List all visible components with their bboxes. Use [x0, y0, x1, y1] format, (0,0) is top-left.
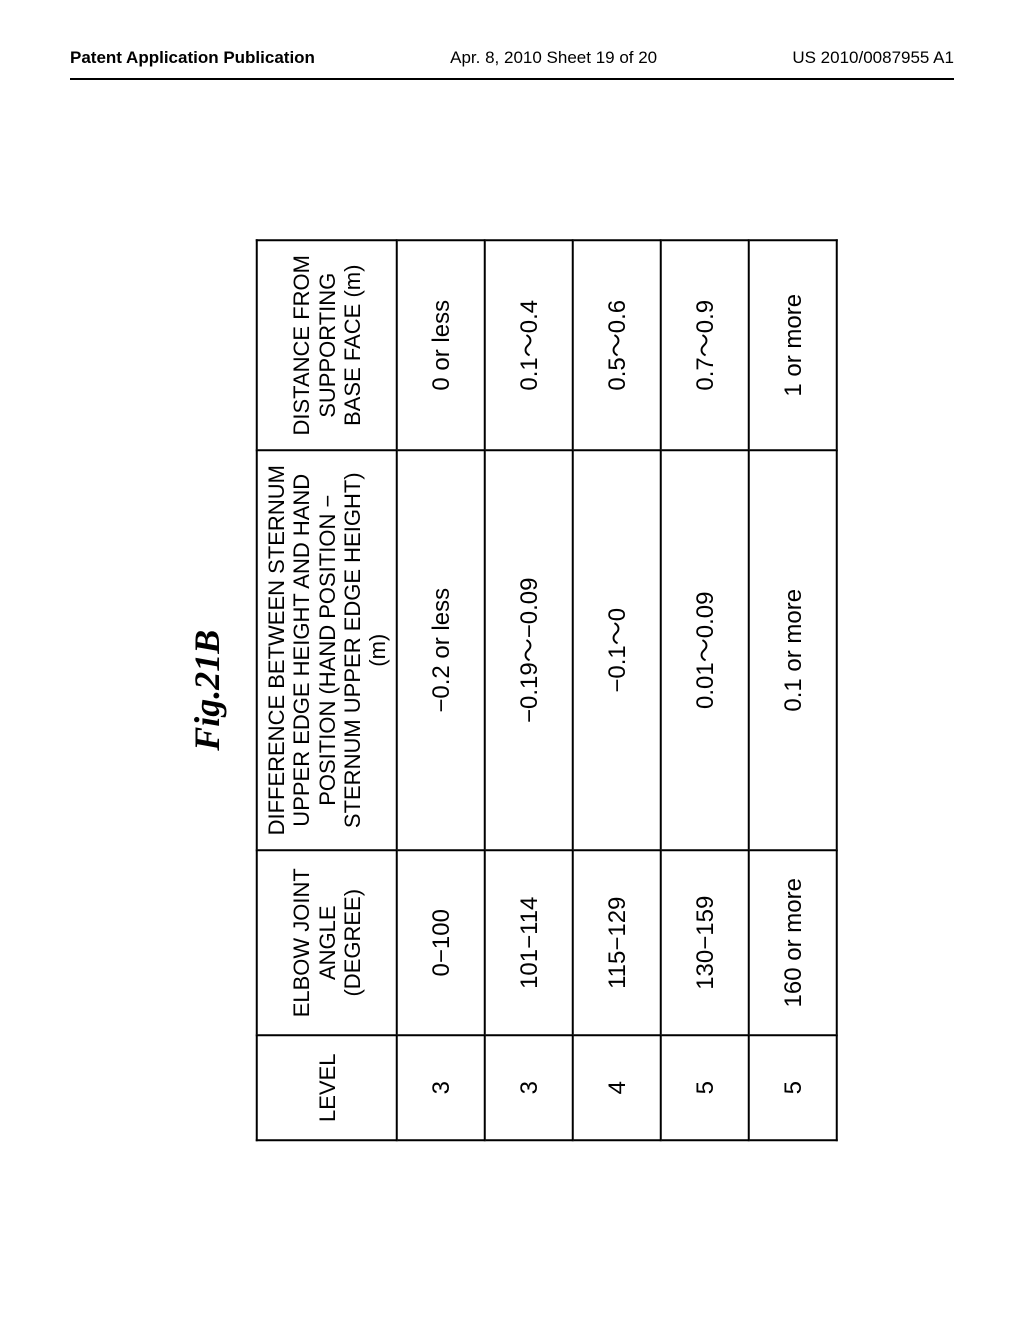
header-left: Patent Application Publication [70, 48, 315, 68]
cell-diff: −0.2 or less [397, 450, 485, 850]
cell-diff: 0.01〜0.09 [661, 450, 749, 850]
cell-dist: 0.7〜0.9 [661, 240, 749, 450]
header-center: Apr. 8, 2010 Sheet 19 of 20 [450, 48, 657, 68]
cell-dist: 0 or less [397, 240, 485, 450]
table-row: 3 101−114 −0.19〜−0.09 0.1〜0.4 [485, 240, 573, 1140]
cell-dist: 1 or more [749, 240, 837, 450]
cell-level: 3 [485, 1035, 573, 1140]
table-row: 5 130−159 0.01〜0.09 0.7〜0.9 [661, 240, 749, 1140]
col-header-elbow: ELBOW JOINT ANGLE (DEGREE) [257, 850, 397, 1035]
cell-level: 3 [397, 1035, 485, 1140]
col-header-dist: DISTANCE FROM SUPPORTING BASE FACE (m) [257, 240, 397, 450]
header-right: US 2010/0087955 A1 [792, 48, 954, 68]
cell-elbow: 101−114 [485, 850, 573, 1035]
cell-elbow: 160 or more [749, 850, 837, 1035]
table-row: 3 0−100 −0.2 or less 0 or less [397, 240, 485, 1140]
table-row: 4 115−129 −0.1〜0 0.5〜0.6 [573, 240, 661, 1140]
cell-level: 5 [749, 1035, 837, 1140]
col-header-diff: DIFFERENCE BETWEEN STERNUM UPPER EDGE HE… [257, 450, 397, 850]
col-header-level: LEVEL [257, 1035, 397, 1140]
cell-level: 5 [661, 1035, 749, 1140]
figure-label: Fig.21B [186, 629, 228, 750]
cell-elbow: 130−159 [661, 850, 749, 1035]
header-rule [70, 78, 954, 80]
cell-diff: −0.1〜0 [573, 450, 661, 850]
data-table: LEVEL ELBOW JOINT ANGLE (DEGREE) DIFFERE… [256, 239, 838, 1141]
cell-elbow: 0−100 [397, 850, 485, 1035]
cell-dist: 0.1〜0.4 [485, 240, 573, 450]
table-row: 5 160 or more 0.1 or more 1 or more [749, 240, 837, 1140]
page-header: Patent Application Publication Apr. 8, 2… [0, 48, 1024, 68]
figure-area: Fig.21B LEVEL ELBOW JOINT ANGLE (DEGREE)… [0, 170, 1024, 1210]
cell-elbow: 115−129 [573, 850, 661, 1035]
cell-diff: −0.19〜−0.09 [485, 450, 573, 850]
cell-diff: 0.1 or more [749, 450, 837, 850]
figure-rotated-container: Fig.21B LEVEL ELBOW JOINT ANGLE (DEGREE)… [186, 239, 838, 1141]
cell-dist: 0.5〜0.6 [573, 240, 661, 450]
table-header-row: LEVEL ELBOW JOINT ANGLE (DEGREE) DIFFERE… [257, 240, 397, 1140]
cell-level: 4 [573, 1035, 661, 1140]
